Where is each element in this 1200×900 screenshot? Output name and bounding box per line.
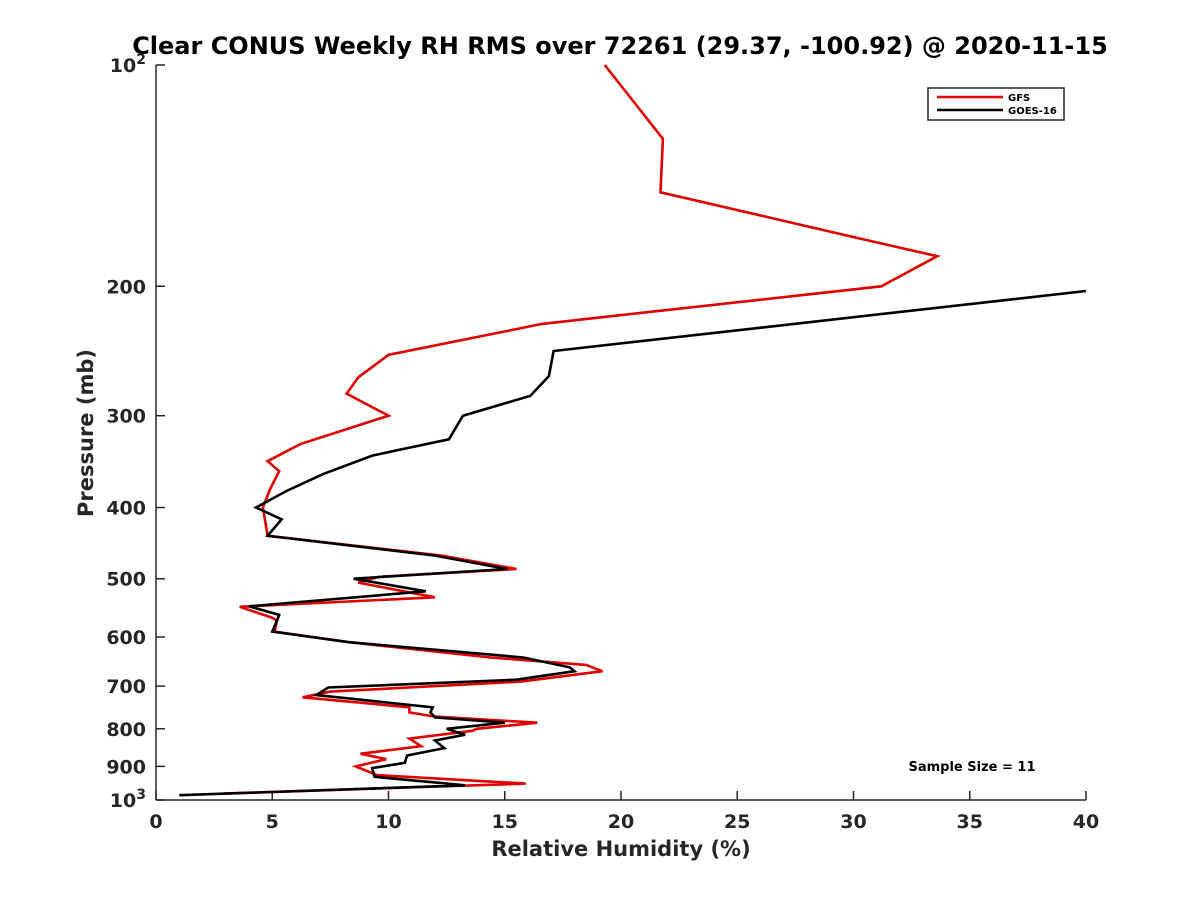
legend: GFS GOES-16 <box>927 87 1065 121</box>
x-tick-label: 25 <box>724 811 750 833</box>
y-tick-label: 500 <box>106 569 146 591</box>
y-tick-label: 300 <box>106 406 146 428</box>
legend-label-gfs: GFS <box>1008 93 1030 104</box>
y-axis-label: Pressure (mb) <box>74 349 98 517</box>
y-axis-ticks: 102 200 300 400 500 600 700 800 900 103 <box>106 52 165 812</box>
x-axis-label: Relative Humidity (%) <box>491 837 750 861</box>
y-tick-label: 400 <box>106 498 146 520</box>
y-tick-label: 800 <box>106 719 146 741</box>
series-line-gfs <box>223 64 941 795</box>
y-tick-label: 900 <box>106 756 146 778</box>
x-tick-label: 30 <box>840 811 866 833</box>
series-line-goes16 <box>179 289 1087 797</box>
x-tick-label: 5 <box>266 811 279 833</box>
x-tick-label: 20 <box>608 811 634 833</box>
x-tick-label: 40 <box>1073 811 1099 833</box>
y-tick-label: 600 <box>106 627 146 649</box>
legend-box <box>927 87 1065 121</box>
x-tick-label: 35 <box>957 811 983 833</box>
sample-size-annotation: Sample Size = 11 <box>908 760 1035 775</box>
x-tick-label: 0 <box>149 811 162 833</box>
x-tick-label: 10 <box>375 811 401 833</box>
series-layer <box>179 64 1087 797</box>
y-tick-label: 700 <box>106 676 146 698</box>
y-tick-label: 200 <box>106 276 146 298</box>
x-axis-ticks: 0 5 10 15 20 25 30 35 40 <box>149 791 1099 833</box>
chart-title: Clear CONUS Weekly RH RMS over 72261 (29… <box>132 32 1108 60</box>
legend-label-goes16: GOES-16 <box>1008 106 1057 117</box>
y-tick-label: 102 <box>110 52 146 77</box>
plot-area <box>155 65 1086 801</box>
y-tick-label: 103 <box>110 787 146 812</box>
x-tick-label: 15 <box>492 811 518 833</box>
